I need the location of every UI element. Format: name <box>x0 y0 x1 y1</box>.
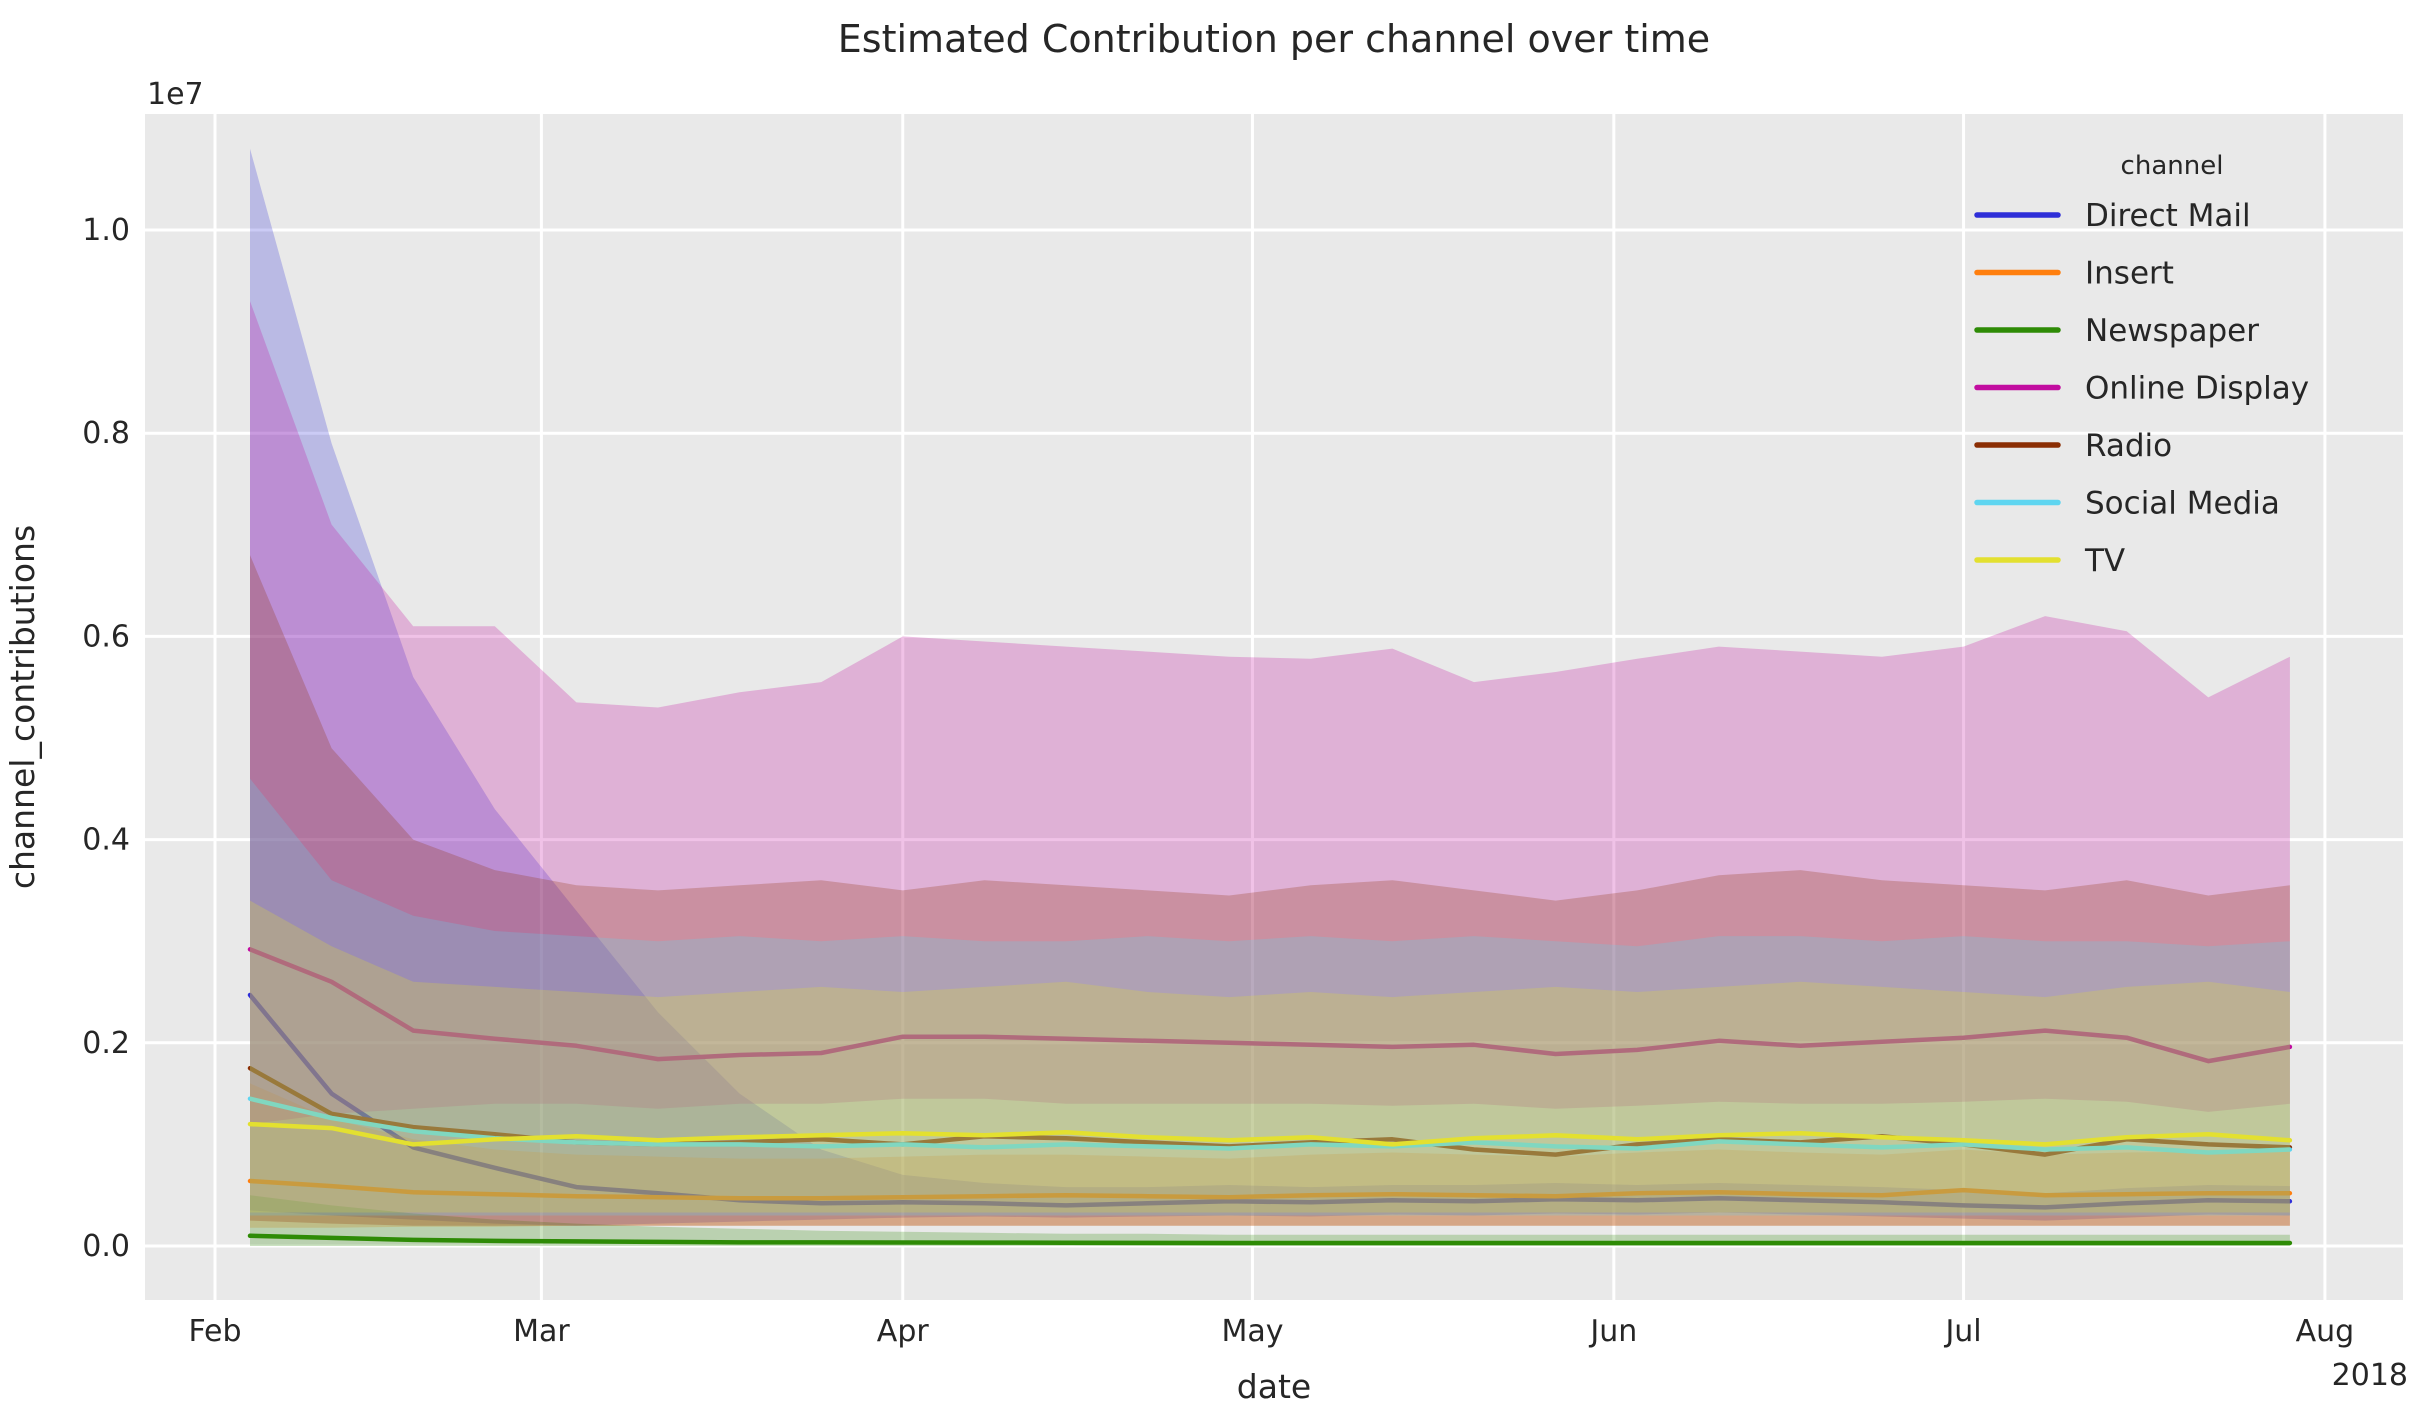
legend-entries: Direct Mail Insert Newspaper Online Display… <box>1974 198 2309 579</box>
x-tick-apr: Apr <box>877 1314 930 1349</box>
y-tick-0.2: 0.2 <box>82 1026 130 1061</box>
y-tick-labels: 0.0 0.2 0.4 0.6 0.8 1.0 <box>82 213 130 1264</box>
y-tick-0.6: 0.6 <box>82 619 130 654</box>
legend-title: channel <box>2121 151 2224 181</box>
x-axis-label: date <box>1237 1367 1311 1406</box>
ci-band-direct-mail <box>250 148 2290 1226</box>
legend-label-online-display: Online Display <box>2085 371 2309 407</box>
chart-title: Estimated Contribution per channel over … <box>838 17 1710 61</box>
series-layer <box>247 148 2293 1246</box>
ci-band-newspaper <box>250 1195 2290 1246</box>
y-axis-label: channel_contributions <box>3 525 42 889</box>
plot-area <box>145 114 2403 1300</box>
x-axis-year-label: 2018 <box>2332 1358 2408 1393</box>
line-online-display <box>247 947 2293 1064</box>
x-tick-labels: Feb Mar Apr May Jun Jul Aug <box>188 1314 2354 1349</box>
y-tick-0.8: 0.8 <box>82 416 130 451</box>
legend-item-social-media: Social Media <box>1974 486 2280 522</box>
legend-item-direct-mail: Direct Mail <box>1974 198 2251 234</box>
legend-item-tv: TV <box>1974 543 2125 579</box>
y-tick-1.0: 1.0 <box>82 213 130 248</box>
y-tick-0.4: 0.4 <box>82 823 130 858</box>
y-axis-offset-label: 1e7 <box>147 77 204 112</box>
x-tick-mar: Mar <box>513 1314 570 1349</box>
x-tick-aug: Aug <box>2296 1314 2355 1349</box>
legend: channel Direct Mail Insert Newspaper Online… <box>1974 151 2309 579</box>
legend-label-tv: TV <box>2084 543 2125 579</box>
ci-band-radio <box>250 555 2290 1226</box>
legend-item-online-display: Online Display <box>1974 371 2309 407</box>
line-insert <box>247 1178 2293 1201</box>
x-tick-jul: Jul <box>1943 1314 1981 1349</box>
ci-band-online-display <box>250 301 2290 1125</box>
x-tick-feb: Feb <box>188 1314 241 1349</box>
line-social-media <box>247 1096 2293 1155</box>
legend-label-insert: Insert <box>2085 256 2174 292</box>
ci-band-social-media <box>250 778 2290 1216</box>
legend-item-insert: Insert <box>1974 256 2174 292</box>
line-newspaper <box>247 1233 2293 1246</box>
y-tick-0.0: 0.0 <box>82 1229 130 1264</box>
line-direct-mail <box>247 992 2293 1210</box>
legend-label-social-media: Social Media <box>2085 486 2280 522</box>
legend-label-direct-mail: Direct Mail <box>2085 198 2251 234</box>
legend-item-radio: Radio <box>1974 428 2172 464</box>
legend-label-newspaper: Newspaper <box>2085 313 2259 349</box>
x-tick-jun: Jun <box>1588 1314 1637 1349</box>
legend-item-newspaper: Newspaper <box>1974 313 2259 349</box>
line-tv <box>247 1121 2293 1147</box>
legend-label-radio: Radio <box>2085 428 2172 464</box>
x-tick-may: May <box>1221 1314 1283 1349</box>
